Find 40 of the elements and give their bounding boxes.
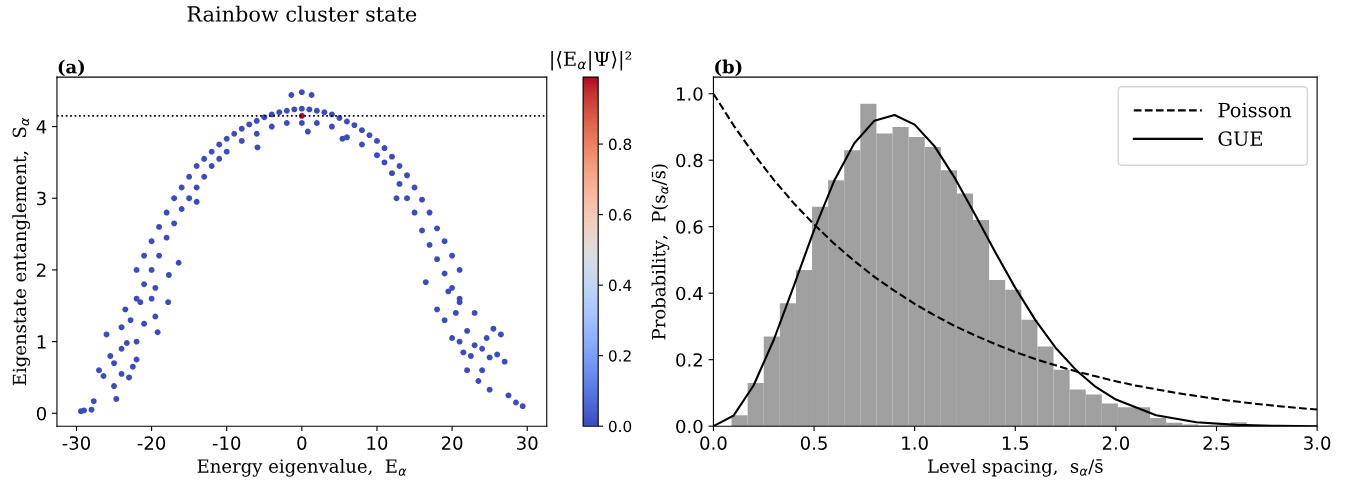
color-bar-label: 0.0 bbox=[608, 420, 632, 433]
color-bar-label: 0.2 bbox=[608, 350, 631, 362]
y-tick-label: 3 bbox=[37, 191, 46, 206]
x-tick-label: 2.0 bbox=[1102, 436, 1130, 450]
color-bar-label: 0.8 bbox=[608, 138, 632, 151]
chart-title: Rainbow cluster state bbox=[187, 5, 417, 22]
y-tick-label: 0.2 bbox=[676, 353, 702, 367]
x-axis-title: Level spacing, s$_{α}$/s̄ bbox=[927, 458, 1103, 477]
x-tick-label: -30 bbox=[62, 436, 91, 450]
x-axis-title: Energy eigenvalue, E$_{α}$ bbox=[197, 458, 407, 477]
x-tick-label: 2.5 bbox=[1203, 436, 1230, 450]
x-tick-label: 10 bbox=[367, 436, 388, 450]
y-tick-label: 0.8 bbox=[676, 153, 703, 168]
x-tick-label: 20 bbox=[441, 436, 463, 450]
y-tick-label: 1.0 bbox=[676, 87, 703, 101]
y-tick-label: 4 bbox=[36, 120, 47, 134]
color-bar-label: 0.4 bbox=[608, 279, 632, 292]
x-tick-label: -10 bbox=[212, 436, 241, 450]
text: (a) bbox=[58, 59, 84, 77]
x-tick-label: 30 bbox=[517, 436, 538, 450]
color-bar-label: 0.6 bbox=[608, 209, 632, 221]
y-tick-label: 0.4 bbox=[676, 286, 703, 301]
x-tick-label: 3.0 bbox=[1304, 436, 1331, 450]
y-axis-title: Eigenstate entanglement, S$_{α}$ bbox=[12, 117, 31, 386]
color-bar-title: |⟨E$_{α}$|Ψ⟩|² bbox=[551, 51, 632, 71]
y-tick-label: 0 bbox=[36, 406, 47, 421]
y-tick-label: 2 bbox=[37, 263, 46, 277]
legend-label: GUE bbox=[1218, 131, 1262, 146]
legend-label: Poisson bbox=[1218, 102, 1292, 118]
x-tick-label: 1.0 bbox=[902, 436, 928, 450]
x-tick-label: 0.0 bbox=[700, 436, 727, 450]
text: (b) bbox=[715, 59, 742, 77]
y-tick-label: 0.0 bbox=[676, 419, 703, 434]
x-tick-label: 1.5 bbox=[1002, 436, 1029, 450]
x-tick-label: 0.5 bbox=[800, 436, 827, 450]
y-tick-label: 1 bbox=[37, 335, 46, 349]
y-tick-label: 0.6 bbox=[676, 220, 703, 234]
y-axis-title: Probability, P(s$_{α}$/s̄) bbox=[651, 164, 670, 340]
x-tick-label: -20 bbox=[137, 436, 166, 450]
x-tick-label: 0 bbox=[297, 436, 307, 450]
